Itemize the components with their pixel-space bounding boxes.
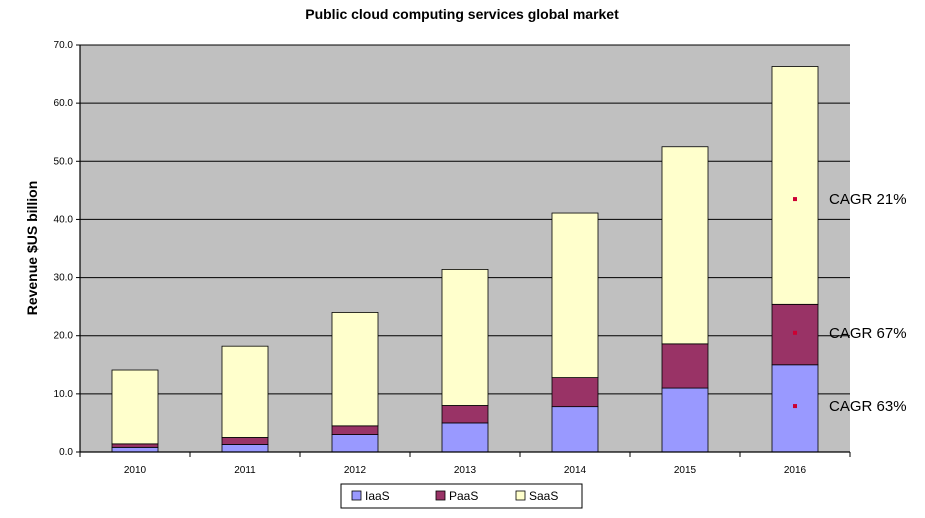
bar-paas-2012: [331, 425, 379, 435]
bar-saas-2010: [111, 369, 159, 445]
annotations: CAGR 21% CAGR 67% CAGR 63%: [793, 191, 907, 415]
bar-paas-2014: [551, 377, 599, 408]
bar-iaas-2011: [221, 444, 269, 453]
y-tick-label: 50.0: [54, 156, 74, 167]
bar-paas-2011: [221, 437, 269, 445]
bars: [111, 66, 819, 453]
x-tick-label: 2010: [124, 465, 147, 476]
x-tick-label: 2016: [784, 465, 807, 476]
y-ticks: 0.0 10.0 20.0 30.0 40.0 50.0 60.0 70.0: [54, 40, 80, 458]
cagr-marker: [793, 404, 797, 409]
cagr-label: CAGR 21%: [829, 191, 907, 208]
bar-saas-2011: [221, 345, 269, 438]
y-tick-label: 70.0: [54, 40, 74, 51]
bar-paas-2013: [441, 405, 489, 424]
bar-iaas-2012: [331, 434, 379, 453]
legend-swatch-paas: [435, 490, 446, 501]
x-tick-label: 2015: [674, 465, 697, 476]
legend-swatch-iaas: [351, 490, 362, 501]
legend: IaaS PaaS SaaS: [340, 483, 583, 509]
bar-saas-2013: [441, 269, 489, 406]
y-tick-label: 20.0: [54, 331, 74, 342]
cagr-marker: [793, 330, 797, 335]
y-tick-label: 40.0: [54, 214, 74, 225]
bar-saas-2015: [661, 146, 709, 345]
legend-label-saas: SaaS: [529, 489, 558, 503]
bar-paas-2015: [661, 343, 709, 389]
x-tick-label: 2013: [454, 465, 477, 476]
legend-label-paas: PaaS: [449, 489, 478, 503]
axes: [79, 45, 850, 453]
bar-iaas-2010: [111, 446, 159, 453]
bar-saas-2014: [551, 212, 599, 378]
bar-iaas-2013: [441, 422, 489, 453]
bar-paas-2010: [111, 443, 159, 448]
y-tick-label: 10.0: [54, 389, 74, 400]
bar-iaas-2014: [551, 406, 599, 453]
y-tick-label: 0.0: [59, 447, 73, 458]
bar-iaas-2015: [661, 387, 709, 453]
bar-iaas-2016: [771, 364, 819, 453]
x-tick-label: 2012: [344, 465, 367, 476]
bar-saas-2012: [331, 312, 379, 427]
cagr-label: CAGR 67%: [829, 325, 907, 342]
legend-swatch-saas: [515, 490, 526, 501]
y-tick-label: 60.0: [54, 98, 74, 109]
bar-saas-2016: [771, 66, 819, 305]
x-ticks: 2010 2011 2012 2013 2014 2015 2016: [79, 452, 851, 476]
cagr-marker: [793, 197, 797, 202]
legend-label-iaas: IaaS: [365, 489, 390, 503]
cagr-label: CAGR 63%: [829, 398, 907, 415]
chart-title: Public cloud computing services global m…: [305, 6, 619, 22]
y-axis-label: Revenue $US billion: [24, 181, 40, 316]
legend-box: [340, 483, 583, 509]
x-tick-label: 2011: [234, 465, 256, 476]
y-tick-label: 30.0: [54, 273, 74, 284]
x-tick-label: 2014: [564, 465, 587, 476]
